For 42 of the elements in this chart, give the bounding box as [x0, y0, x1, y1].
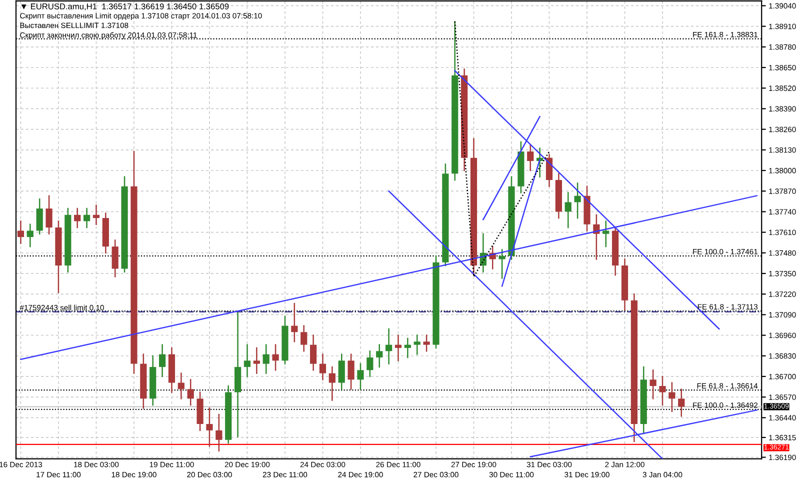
candlestick [423, 334, 430, 352]
candlestick [272, 344, 279, 371]
candlestick [158, 344, 166, 378]
candlestick [659, 376, 666, 406]
candlestick [216, 414, 222, 452]
candlestick [26, 224, 34, 248]
chart-title: ▼ EURUSD.amu,H1 1.36517 1.36619 1.36450 1.36509 [21, 3, 229, 10]
candlestick [46, 195, 52, 234]
candlestick [574, 182, 581, 219]
candlestick [92, 204, 100, 225]
candlestick [414, 334, 420, 355]
candlestick [357, 363, 364, 390]
candlestick [650, 370, 656, 400]
candlestick [253, 347, 260, 374]
candlestick [602, 220, 610, 248]
candlestick [348, 354, 354, 390]
candlestick [328, 366, 336, 401]
candlestick [564, 192, 572, 228]
candlestick [678, 388, 685, 417]
candlestick [244, 344, 251, 378]
candlestick [404, 338, 411, 358]
candlestick [262, 344, 270, 374]
candlestick [206, 408, 213, 447]
candlestick [338, 354, 345, 390]
candlestick [668, 382, 676, 412]
candlestick [178, 372, 184, 400]
candlestick [376, 344, 383, 368]
candlestick [319, 354, 326, 380]
candlestick [187, 379, 194, 406]
candlestick [36, 198, 43, 234]
candlestick [310, 334, 317, 371]
candlestick [300, 325, 308, 352]
candlestick [17, 220, 24, 244]
candlestick [291, 302, 298, 342]
candlestick [366, 350, 374, 378]
candlestick [83, 208, 90, 228]
candlestick [498, 249, 506, 279]
candlestick [74, 208, 81, 228]
candlestick [385, 328, 392, 364]
candlestick [394, 334, 402, 362]
candlestick [527, 144, 534, 172]
candlestick [112, 240, 118, 278]
